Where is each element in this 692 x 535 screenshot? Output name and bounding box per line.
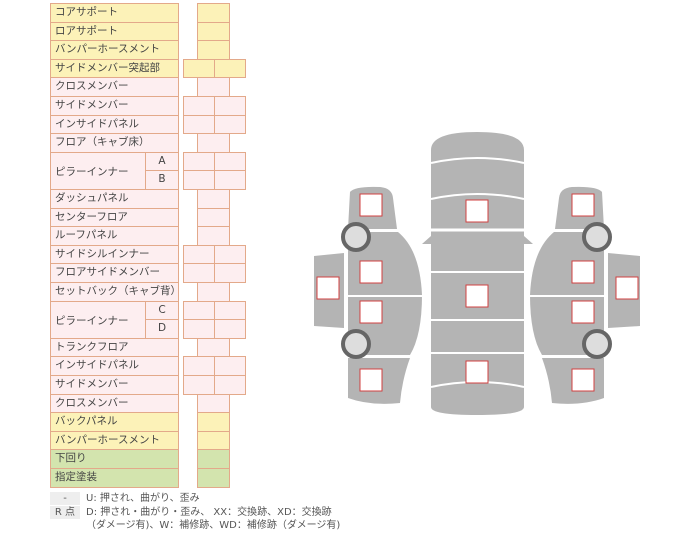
row-label: サイドメンバー突起部 [50, 58, 179, 79]
entry-cell-right[interactable] [214, 263, 246, 283]
damage-mark-box[interactable] [571, 193, 595, 217]
wheel-icon [341, 222, 371, 252]
panel-lines [348, 157, 604, 388]
pillar-sub-label: C [145, 300, 179, 321]
damage-mark-box[interactable] [571, 368, 595, 392]
damage-mark-box[interactable] [359, 193, 383, 217]
row-label: サイドメンバー [50, 96, 179, 116]
row-label: バンパーホースメント [50, 40, 179, 60]
legend-line-1: U: 押され、曲がり、歪み [86, 493, 200, 504]
wheel-icon [582, 222, 612, 252]
damage-mark-box[interactable] [359, 368, 383, 392]
legend-line-2: D: 押され・曲がり・歪み、 XX：交換跡、XD：交換跡 [86, 507, 332, 518]
entry-cell-right[interactable] [214, 58, 246, 79]
damage-mark-box[interactable] [316, 276, 340, 300]
entry-cell[interactable] [197, 468, 230, 488]
wheel-icon [341, 329, 371, 359]
legend-tag-r: R 点 [50, 506, 80, 519]
entry-cell-right[interactable] [214, 319, 246, 339]
wheel-icon [582, 329, 612, 359]
row-label: バックパネル [50, 412, 179, 432]
wheels [341, 222, 612, 359]
entry-cell-right[interactable] [214, 114, 246, 135]
legend-tag-dash: - [50, 492, 80, 505]
row-label: ピラーインナー [50, 151, 146, 190]
damage-mark-box[interactable] [615, 276, 639, 300]
row-label: インサイドパネル [50, 114, 179, 135]
damage-mark-box[interactable] [359, 260, 383, 284]
damage-mark-box[interactable] [571, 300, 595, 324]
row-label: サイドシルインナー [50, 244, 179, 265]
damage-mark-box[interactable] [465, 199, 489, 223]
pillar-sub-label: A [145, 151, 179, 172]
row-label: バンパーホースメント [50, 430, 179, 451]
car-center-body [431, 132, 524, 415]
row-label: フロア（キャブ床） [50, 133, 179, 153]
row-label: 指定塗装 [50, 468, 179, 488]
row-label: フロアサイドメンバー [50, 263, 179, 283]
damage-mark-box[interactable] [465, 360, 489, 384]
damage-mark-box[interactable] [359, 300, 383, 324]
entry-cell-right[interactable] [214, 375, 246, 395]
legend-line-3: （ダメージ有)、W：補修跡、WD：補修跡（ダメージ有) [86, 520, 341, 531]
entry-cell-right[interactable] [214, 170, 246, 190]
row-label: ピラーインナー [50, 300, 146, 339]
damage-mark-box[interactable] [571, 260, 595, 284]
damage-mark-box[interactable] [465, 284, 489, 308]
row-label: クロスメンバー [50, 393, 179, 414]
row-label: クロスメンバー [50, 77, 179, 97]
row-label: センターフロア [50, 207, 179, 228]
